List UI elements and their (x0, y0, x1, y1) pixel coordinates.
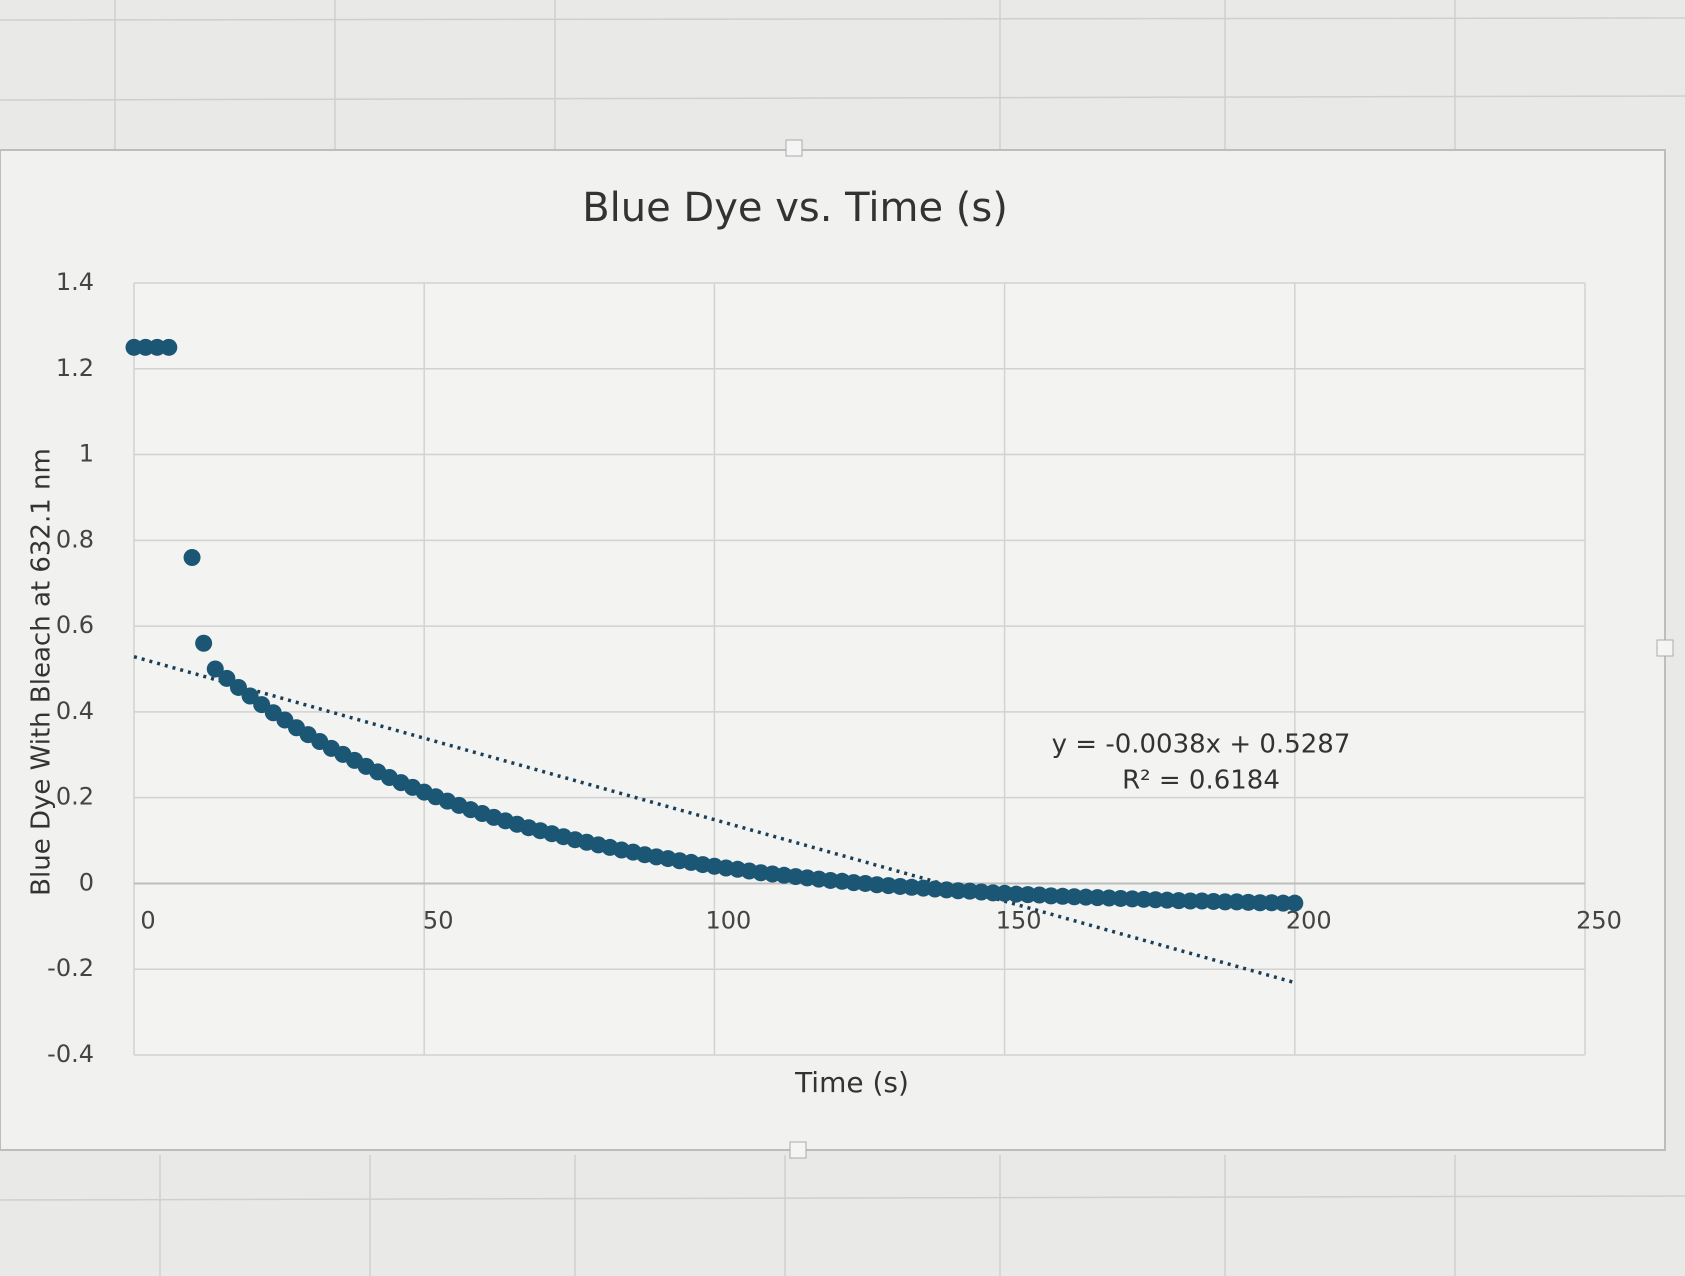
data-point (206, 660, 224, 678)
x-tick-label: 150 (996, 906, 1042, 934)
x-axis-title: Time (s) (794, 1066, 909, 1099)
x-tick-label: 250 (1576, 906, 1622, 934)
trendline-r-squared: R² = 0.6184 (1122, 766, 1280, 796)
data-point (241, 687, 259, 705)
x-tick-label: 100 (705, 906, 751, 934)
data-point (1286, 894, 1304, 912)
data-point (195, 634, 213, 652)
y-tick-label: 0.6 (56, 611, 94, 639)
x-tick-label: 50 (423, 906, 454, 934)
x-tick-label: 0 (140, 906, 155, 934)
y-tick-label: 1.2 (56, 354, 94, 382)
data-point (218, 669, 236, 687)
y-tick-label: 1.4 (56, 268, 94, 296)
resize-handle[interactable] (789, 1141, 807, 1159)
y-tick-label: 0.4 (56, 697, 94, 725)
plot-area: -0.4-0.200.20.40.60.811.21.40 50 100 150 200… (47, 268, 1622, 1068)
y-tick-label: 1 (79, 440, 94, 468)
chart-title: Blue Dye vs. Time (s) (582, 185, 1008, 231)
resize-handle[interactable] (785, 139, 803, 157)
resize-handle[interactable] (1656, 639, 1674, 657)
data-point (183, 548, 201, 566)
y-tick-label: -0.4 (47, 1040, 94, 1068)
plot-background (134, 283, 1585, 1055)
y-axis-title: Blue Dye With Bleach at 632.1 nm (27, 448, 57, 896)
y-tick-label: -0.2 (47, 954, 94, 982)
trendline-equation: y = -0.0038x + 0.5287 (1052, 730, 1351, 760)
data-point (160, 338, 178, 356)
data-point (229, 678, 247, 696)
y-tick-label: 0.8 (56, 525, 94, 553)
trendline (133, 655, 1296, 985)
y-tick-label: 0.2 (56, 783, 94, 811)
y-tick-label: 0 (79, 868, 94, 896)
